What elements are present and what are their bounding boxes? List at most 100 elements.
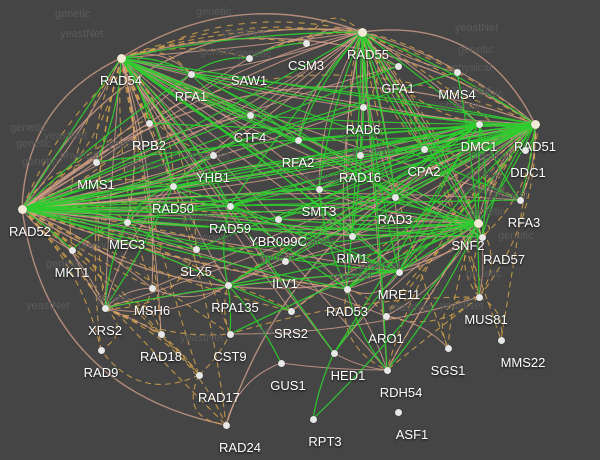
node-rad16[interactable] [356,151,364,159]
node-label-rad54[interactable]: RAD54 [100,73,142,88]
node-cst9[interactable] [226,330,234,338]
node-rfa1[interactable] [187,70,195,78]
node-rad52[interactable] [17,204,27,214]
node-slx5[interactable] [192,245,200,253]
node-aro1[interactable] [382,312,390,320]
node-xrs2[interactable] [101,304,109,312]
node-rpt3[interactable] [309,415,317,423]
node-label-slx5[interactable]: SLX5 [180,264,212,279]
node-label-rad9[interactable]: RAD9 [83,365,119,380]
node-label-xrs2[interactable]: XRS2 [88,323,122,338]
node-rad53[interactable] [343,285,351,293]
node-label-mre11[interactable]: MRE11 [377,287,421,302]
node-rad55[interactable] [357,27,367,37]
node-label-mec3[interactable]: MEC3 [108,237,146,252]
node-label-sgs1[interactable]: SGS1 [430,363,466,378]
node-label-aro1[interactable]: ARO1 [368,331,404,346]
node-label-rfa1[interactable]: RFA1 [174,89,208,104]
node-snf2[interactable] [473,218,483,228]
node-label-saw1[interactable]: SAW1 [230,73,268,88]
node-label-rad16[interactable]: RAD16 [339,170,381,185]
node-mus81[interactable] [475,293,483,301]
node-label-smt3[interactable]: SMT3 [301,204,337,219]
node-rad51[interactable] [530,119,540,129]
node-mkt1[interactable] [68,246,76,254]
node-rad9[interactable] [97,346,105,354]
node-label-rad59[interactable]: RAD59 [209,221,251,236]
node-label-cst9[interactable]: CST9 [213,349,247,364]
node-ilv1[interactable] [281,257,289,265]
node-rfa2[interactable] [294,136,302,144]
node-label-dmc1[interactable]: DMC1 [460,139,498,154]
node-label-ctf4[interactable]: CTF4 [233,130,267,145]
node-label-rad57[interactable]: RAD57 [483,252,525,267]
node-msh6[interactable] [148,284,156,292]
node-ddc1[interactable] [521,146,529,154]
node-mms22[interactable] [497,336,505,344]
node-label-ilv1[interactable]: ILV1 [272,276,298,291]
node-label-asf1[interactable]: ASF1 [395,427,429,442]
node-label-rad6[interactable]: RAD6 [345,122,381,137]
node-label-rpa135[interactable]: RPA135 [211,300,259,315]
node-label-rim1[interactable]: RIM1 [336,251,368,266]
node-hed1[interactable] [330,349,338,357]
node-saw1[interactable] [245,54,253,62]
node-rad50[interactable] [169,182,177,190]
node-mec3[interactable] [123,218,131,226]
node-label-ddc1[interactable]: DDC1 [510,165,546,180]
node-rdh54[interactable] [383,366,391,374]
node-label-yhb1[interactable]: YHB1 [196,170,230,185]
node-label-rfa3[interactable]: RFA3 [507,215,541,230]
node-label-rpt3[interactable]: RPT3 [308,434,342,449]
node-rpa135[interactable] [224,281,232,289]
node-label-rad52[interactable]: RAD52 [9,224,51,239]
node-label-csm3[interactable]: CSM3 [287,58,325,73]
node-rad57[interactable] [478,233,486,241]
node-csm3[interactable] [302,39,310,47]
node-label-mus81[interactable]: MUS81 [464,312,508,327]
node-label-rad53[interactable]: RAD53 [326,304,368,319]
node-asf1[interactable] [394,408,402,416]
node-label-rad17[interactable]: RAD17 [198,390,240,405]
node-gfa1[interactable] [394,62,402,70]
node-label-gus1[interactable]: GUS1 [270,378,306,393]
node-rad18[interactable] [157,330,165,338]
node-label-mms4[interactable]: MMS4 [438,87,476,102]
node-srs2[interactable] [287,307,295,315]
node-rad6[interactable] [359,103,367,111]
node-ctf4[interactable] [246,111,254,119]
node-dmc1[interactable] [475,120,483,128]
node-label-srs2[interactable]: SRS2 [274,326,308,341]
node-label-rad24[interactable]: RAD24 [219,440,261,455]
node-label-gfa1[interactable]: GFA1 [381,81,415,96]
node-label-mms22[interactable]: MMS22 [500,355,546,370]
node-rpb2[interactable] [145,119,153,127]
node-rad17[interactable] [195,371,203,379]
node-label-rad55[interactable]: RAD55 [347,47,389,62]
node-mre11[interactable] [395,268,403,276]
node-label-rad3[interactable]: RAD3 [377,212,413,227]
node-label-rad51[interactable]: RAD51 [514,139,556,154]
node-label-hed1[interactable]: HED1 [330,368,366,383]
node-rad24[interactable] [222,421,230,429]
node-sgs1[interactable] [444,344,452,352]
node-label-mms1[interactable]: MMS1 [77,177,115,192]
node-mms1[interactable] [92,158,100,166]
node-yhb1[interactable] [209,151,217,159]
node-label-rad18[interactable]: RAD18 [140,349,182,364]
node-rad3[interactable] [391,193,399,201]
node-mms4[interactable] [453,68,461,76]
node-label-ybr099c[interactable]: YBR099C [249,234,307,249]
node-ybr099c[interactable] [274,215,282,223]
node-label-cpa2[interactable]: CPA2 [407,164,441,179]
node-gus1[interactable] [277,359,285,367]
node-rad59[interactable] [226,202,234,210]
node-rfa3[interactable] [516,196,524,204]
node-rad54[interactable] [116,53,126,63]
node-label-rfa2[interactable]: RFA2 [281,155,315,170]
node-label-rpb2[interactable]: RPB2 [132,138,166,153]
node-rim1[interactable] [348,232,356,240]
node-label-msh6[interactable]: MSH6 [133,303,171,318]
node-label-rad50[interactable]: RAD50 [152,201,194,216]
